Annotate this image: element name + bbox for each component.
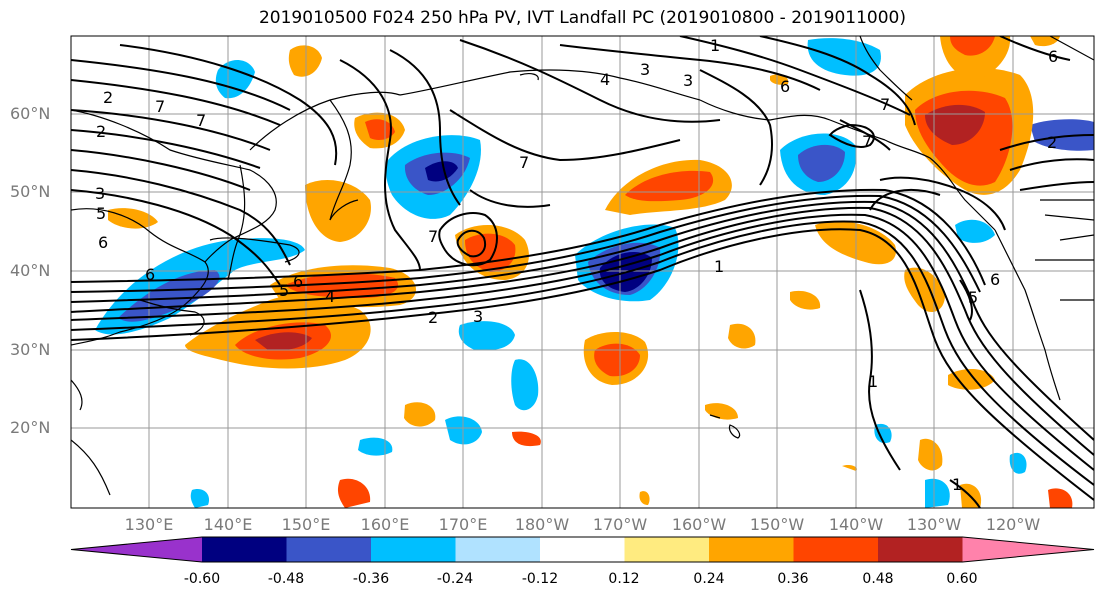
contour-label: 4 <box>325 287 335 306</box>
contour-label: 7 <box>519 153 529 172</box>
contour-label: 6 <box>990 270 1000 289</box>
colorbar-label: -0.24 <box>436 571 474 587</box>
lat-tick: 60°N <box>10 104 51 123</box>
colorbar-label: 0.24 <box>693 571 725 587</box>
lat-tick: 40°N <box>10 261 51 280</box>
contour-label: 5 <box>968 288 978 307</box>
contour-label: 2 <box>96 122 106 141</box>
colorbar-segment <box>71 537 202 562</box>
colorbar-segment <box>962 537 1094 562</box>
contour-label-group: 2 2 3 5 6 6 7 7 6 5 4 2 3 7 7 4 3 3 1 6 … <box>95 36 1058 494</box>
lon-tick: 170°W <box>592 515 648 534</box>
coastlines <box>71 36 1094 496</box>
colorbar-label: 0.60 <box>946 571 978 587</box>
lon-tick: 140°E <box>203 515 253 534</box>
shading-layer: 2 2 3 5 6 6 7 7 6 5 4 2 3 7 7 4 3 3 1 6 … <box>71 36 1094 508</box>
lon-tick: 120°W <box>985 515 1041 534</box>
contour-label: 1 <box>714 257 724 276</box>
lat-tick: 30°N <box>10 340 51 359</box>
contour-label: 2 <box>1047 133 1057 152</box>
ivt-contours <box>71 36 1094 508</box>
lat-tick: 50°N <box>10 182 51 201</box>
contour-label: 5 <box>279 281 289 300</box>
lon-tick: 130°W <box>906 515 962 534</box>
colorbar-segment <box>793 537 878 562</box>
map-frame <box>70 35 1095 509</box>
contour-label: 6 <box>145 265 155 284</box>
contour-label: 7 <box>196 111 206 130</box>
map-title: 2019010500 F024 250 hPa PV, IVT Landfall… <box>258 8 906 28</box>
colorbar-label: 0.36 <box>777 571 809 587</box>
contour-label: 3 <box>473 307 483 326</box>
lon-tick: 160°W <box>671 515 727 534</box>
contour-label: 1 <box>952 475 962 494</box>
contour-label: 6 <box>1048 47 1058 66</box>
contour-label: 1 <box>868 372 878 391</box>
lon-tick: 170°E <box>438 515 488 534</box>
lon-tick: 150°E <box>281 515 331 534</box>
contour-label: 6 <box>293 272 303 291</box>
lon-tick: 140°W <box>828 515 884 534</box>
colorbar <box>70 536 1095 563</box>
contour-label: 7 <box>428 227 438 246</box>
colorbar-segment <box>371 537 456 562</box>
colorbar-label: 0.48 <box>862 571 894 587</box>
colorbar-label: -0.48 <box>267 571 305 587</box>
colorbar-segment <box>709 537 794 562</box>
colorbar-outline <box>70 536 1095 563</box>
lat-tick: 20°N <box>10 418 51 437</box>
contour-label: 7 <box>155 97 165 116</box>
graticule <box>71 36 1094 508</box>
colorbar-segment <box>202 537 287 562</box>
lon-tick: 180°W <box>514 515 570 534</box>
lon-tick: 150°W <box>749 515 805 534</box>
contour-label: 3 <box>95 184 105 203</box>
lon-tick: 130°E <box>124 515 174 534</box>
contour-label: 2 <box>103 88 113 107</box>
colorbar-label: -0.12 <box>521 571 559 587</box>
contour-label: 3 <box>640 60 650 79</box>
colorbar-segment <box>286 537 371 562</box>
colorbar-label: 0.12 <box>608 571 640 587</box>
colorbar-segment <box>540 537 625 562</box>
contour-label: 3 <box>683 71 693 90</box>
colorbar-label: -0.60 <box>183 571 221 587</box>
colorbar-segment <box>878 537 963 562</box>
colorbar-label: -0.36 <box>352 571 390 587</box>
colorbar-segment <box>455 537 540 562</box>
lon-tick: 160°E <box>360 515 410 534</box>
contour-label: 7 <box>862 132 872 151</box>
colorbar-segment <box>624 537 709 562</box>
contour-label: 6 <box>98 233 108 252</box>
contour-label: 4 <box>600 70 610 89</box>
contour-label: 1 <box>710 36 720 55</box>
contour-label: 6 <box>780 77 790 96</box>
contour-label: 5 <box>96 204 106 223</box>
contour-label: 7 <box>880 95 890 114</box>
contour-label: 2 <box>428 308 438 327</box>
